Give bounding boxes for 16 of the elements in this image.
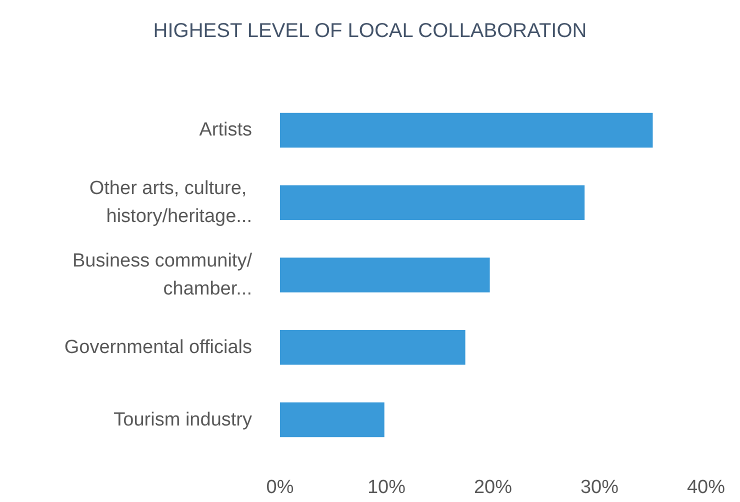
y-tick-label: Artists	[199, 120, 252, 141]
x-tick-label: 10%	[367, 477, 406, 498]
bar	[280, 402, 384, 438]
x-tick-label: 40%	[686, 477, 726, 498]
x-tick-label: 20%	[474, 477, 512, 498]
y-tick-label: Other arts, culture, history/heritage...	[89, 178, 252, 228]
bar	[280, 258, 490, 292]
x-tick-label: 0%	[266, 477, 294, 498]
x-tick-label: 30%	[580, 477, 619, 498]
y-tick-label: Governmental officials	[64, 336, 252, 358]
bar	[280, 112, 653, 148]
y-tick-label: Business community/chamber...	[72, 250, 253, 300]
bar	[280, 330, 466, 365]
chart-title: HIGHEST LEVEL OF LOCAL COLLABORATION	[153, 20, 587, 42]
bar	[280, 185, 585, 220]
y-tick-label: Tourism industry	[114, 409, 252, 430]
